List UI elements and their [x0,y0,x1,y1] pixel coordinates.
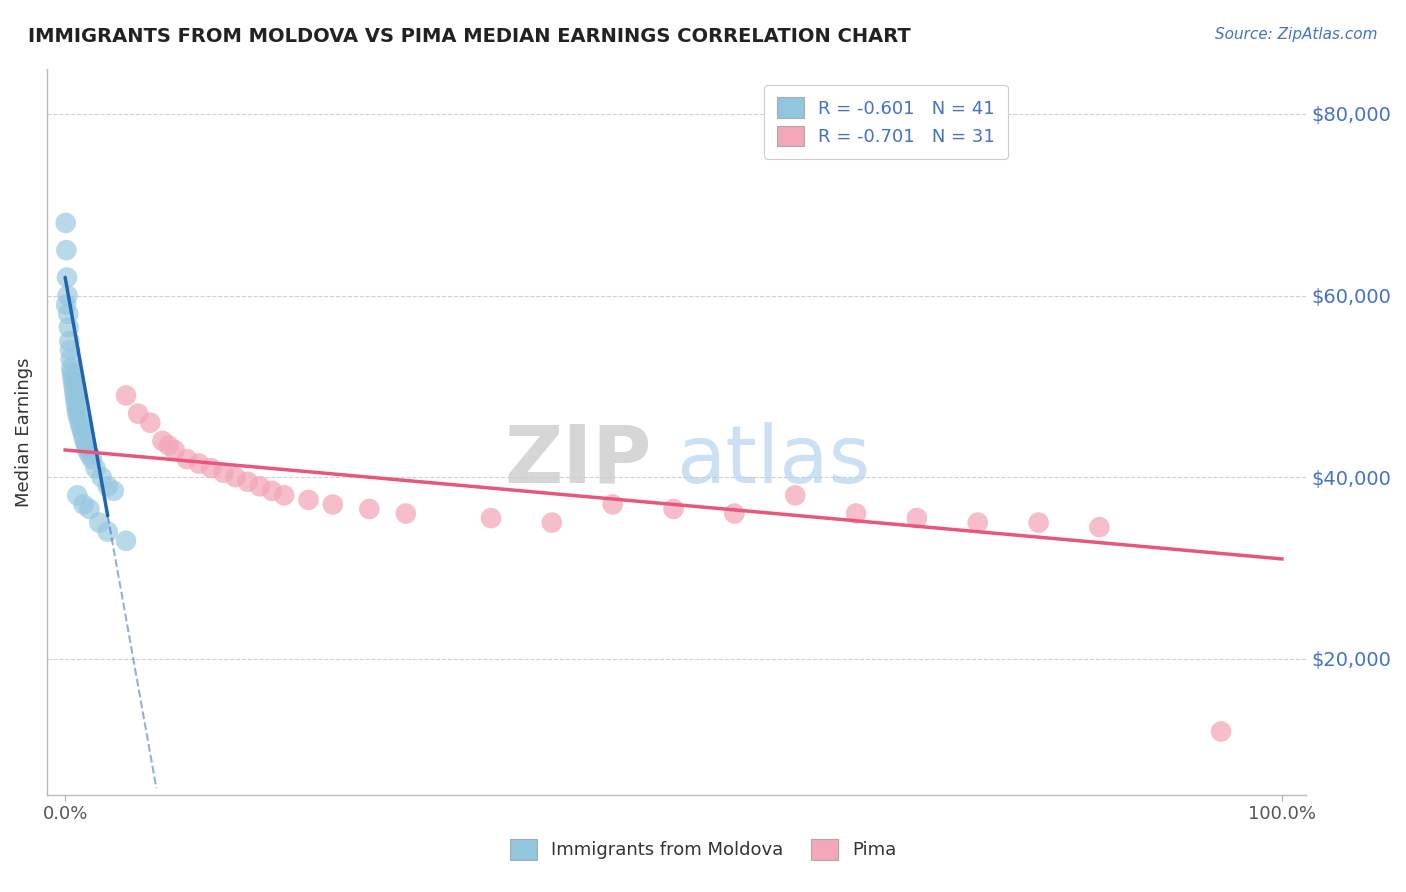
Point [58,334,80,348]
Point [72,429,94,443]
Text: ZIP: ZIP [505,422,651,500]
Point [662,502,685,516]
Legend: R = -0.601   N = 41, R = -0.701   N = 31: R = -0.601 N = 41, R = -0.701 N = 31 [763,85,1008,159]
Point [322,498,344,512]
Point [97,479,120,493]
Point [103,483,125,498]
Point [59,343,82,357]
Point [115,388,138,402]
Y-axis label: Median Earnings: Median Earnings [15,357,32,507]
Point [66,407,89,421]
Point [224,470,246,484]
Point [212,466,235,480]
Point [70,425,93,439]
Point [62,370,84,384]
Point [157,438,180,452]
Point [76,442,98,457]
Point [75,438,97,452]
Point [55,216,77,230]
Point [59,352,82,367]
Point [163,442,186,457]
Point [395,507,418,521]
Point [236,475,259,489]
Point [541,516,564,530]
Point [62,375,84,389]
Text: IMMIGRANTS FROM MOLDOVA VS PIMA MEDIAN EARNINGS CORRELATION CHART: IMMIGRANTS FROM MOLDOVA VS PIMA MEDIAN E… [28,27,911,45]
Point [176,452,198,467]
Point [56,307,79,321]
Point [73,434,96,448]
Point [66,488,89,502]
Point [60,366,83,380]
Point [785,488,807,502]
Point [1028,516,1050,530]
Point [62,379,84,393]
Text: atlas: atlas [676,422,870,500]
Point [79,502,101,516]
Point [152,434,174,448]
Point [90,470,112,484]
Point [58,320,80,334]
Point [723,507,745,521]
Point [79,448,101,462]
Point [55,243,77,257]
Point [69,416,91,430]
Point [56,270,79,285]
Point [72,498,94,512]
Point [89,516,111,530]
Point [65,398,87,412]
Point [60,361,83,376]
Point [80,452,103,467]
Point [602,498,624,512]
Point [67,411,90,425]
Point [188,457,211,471]
Point [66,402,89,417]
Point [63,384,86,398]
Point [1209,724,1232,739]
Point [359,502,381,516]
Point [249,479,271,493]
Point [1088,520,1111,534]
Point [905,511,928,525]
Point [70,420,93,434]
Point [56,288,79,302]
Point [845,507,868,521]
Point [115,533,138,548]
Point [200,461,222,475]
Point [260,483,283,498]
Point [65,392,87,407]
Point [297,492,319,507]
Legend: Immigrants from Moldova, Pima: Immigrants from Moldova, Pima [495,824,911,874]
Point [127,407,149,421]
Text: Source: ZipAtlas.com: Source: ZipAtlas.com [1215,27,1378,42]
Point [139,416,162,430]
Point [63,388,86,402]
Point [273,488,295,502]
Point [55,298,77,312]
Point [84,461,107,475]
Point [479,511,502,525]
Point [966,516,988,530]
Point [97,524,120,539]
